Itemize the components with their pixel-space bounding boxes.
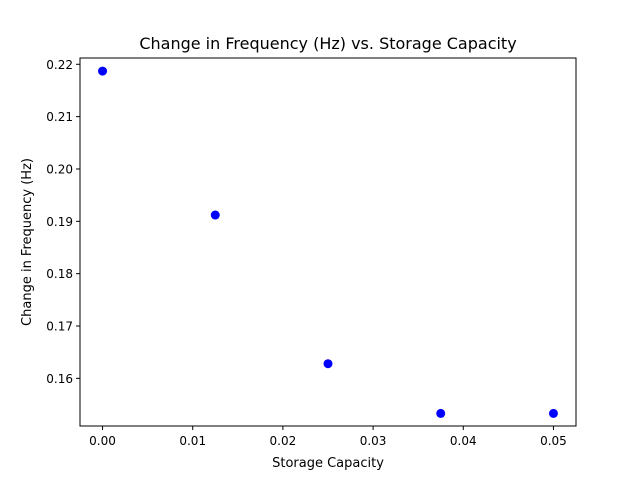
data-point <box>323 359 333 369</box>
plot-frame <box>79 57 577 427</box>
x-tick-label: 0.02 <box>270 434 297 448</box>
y-tick-label: 0.16 <box>46 372 73 386</box>
x-tick-label: 0.00 <box>89 434 116 448</box>
x-tick-label: 0.05 <box>540 434 567 448</box>
x-tick-label: 0.04 <box>450 434 477 448</box>
x-tick-label: 0.03 <box>360 434 387 448</box>
y-tick-label: 0.17 <box>46 320 73 334</box>
y-tick-label: 0.22 <box>46 58 73 72</box>
data-points <box>98 66 558 418</box>
data-point <box>98 66 108 76</box>
y-axis-label: Change in Frequency (Hz) <box>20 158 35 326</box>
y-axis-ticks: 0.16 0.17 0.18 0.19 0.20 0.21 0.22 <box>46 58 80 386</box>
y-tick-label: 0.18 <box>46 267 73 281</box>
y-tick-label: 0.20 <box>46 162 73 176</box>
y-tick-label: 0.19 <box>46 215 73 229</box>
chart-title: Change in Frequency (Hz) vs. Storage Cap… <box>139 34 516 53</box>
data-point <box>548 408 558 418</box>
y-tick-label: 0.21 <box>46 110 73 124</box>
x-axis-ticks: 0.00 0.01 0.02 0.03 0.04 0.05 <box>89 426 567 448</box>
plot-area: 0.00 0.01 0.02 0.03 0.04 0.05 0.160.170.180.1… <box>46 57 577 448</box>
data-point <box>210 210 220 220</box>
x-tick-label: 0.01 <box>179 434 206 448</box>
data-point <box>436 408 446 418</box>
x-axis-label: Storage Capacity <box>272 456 384 471</box>
